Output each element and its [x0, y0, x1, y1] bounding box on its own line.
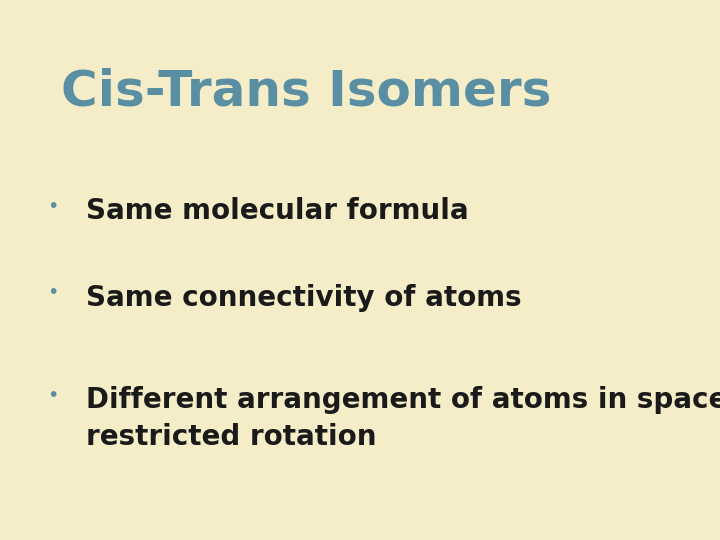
Text: •: • — [47, 197, 58, 216]
Text: Same connectivity of atoms: Same connectivity of atoms — [86, 284, 522, 312]
Text: Cis-Trans Isomers: Cis-Trans Isomers — [61, 68, 552, 116]
Text: •: • — [47, 386, 58, 405]
Text: •: • — [47, 284, 58, 302]
Text: Same molecular formula: Same molecular formula — [86, 197, 469, 225]
Text: Different arrangement of atoms in space due to
restricted rotation: Different arrangement of atoms in space … — [86, 386, 720, 451]
